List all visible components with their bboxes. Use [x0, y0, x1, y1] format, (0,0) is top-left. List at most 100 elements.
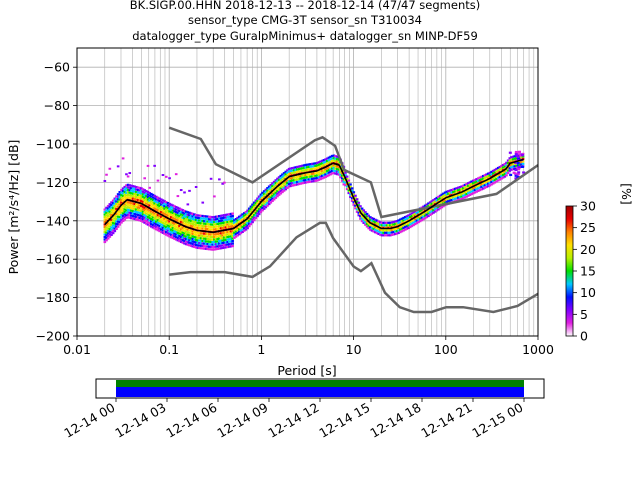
- density-cell: [208, 235, 211, 238]
- density-cell: [211, 248, 215, 251]
- density-cell: [337, 166, 341, 169]
- density-cell: [179, 213, 183, 216]
- density-cell: [201, 201, 205, 204]
- density-cell: [231, 229, 234, 233]
- y-tick-label: −180: [36, 290, 70, 305]
- density-cell: [380, 229, 384, 232]
- density-cell: [131, 212, 135, 215]
- density-cell: [329, 165, 332, 168]
- density-cell: [214, 245, 218, 248]
- density-cell: [496, 174, 500, 177]
- density-cell: [140, 192, 143, 195]
- density-cell: [252, 216, 256, 219]
- density-cell: [209, 245, 213, 249]
- density-cell: [118, 220, 122, 224]
- density-cell: [281, 173, 284, 176]
- density-cell: [218, 217, 221, 220]
- density-cell: [467, 184, 470, 187]
- density-cell: [206, 232, 210, 236]
- x-ticks: 0.01 0.1 1 10 100 1000: [63, 336, 554, 357]
- density-cell: [398, 221, 402, 224]
- density-cell: [518, 156, 522, 159]
- density-cell: [121, 207, 125, 210]
- density-cell: [105, 239, 108, 242]
- density-cell: [239, 224, 243, 227]
- density-cell: [385, 231, 389, 234]
- density-cell: [327, 156, 331, 159]
- density-cell: [138, 191, 142, 195]
- density-cell: [237, 215, 241, 218]
- density-cell: [372, 227, 376, 231]
- density-cell: [485, 173, 488, 176]
- density-cell: [483, 184, 487, 187]
- density-cell: [218, 242, 221, 245]
- density-cell: [360, 210, 364, 213]
- density-cell: [133, 217, 137, 221]
- density-cell: [194, 218, 198, 222]
- density-cell: [327, 171, 331, 174]
- density-cell: [440, 206, 444, 209]
- density-cell: [196, 239, 200, 242]
- density-cell: [284, 180, 288, 183]
- density-cell: [159, 220, 163, 224]
- density-cell: [483, 174, 487, 177]
- density-cell: [233, 229, 236, 232]
- density-cell: [433, 207, 437, 211]
- density-cell: [480, 185, 483, 188]
- density-cell: [150, 205, 153, 208]
- density-cell: [267, 185, 271, 188]
- density-cell: [161, 229, 165, 232]
- density-cell: [398, 228, 402, 231]
- density-cell: [445, 198, 449, 201]
- density-cell: [291, 184, 294, 187]
- density-cell: [355, 210, 359, 213]
- density-cell: [234, 223, 238, 226]
- density-cell: [138, 214, 142, 217]
- density-cell: [186, 218, 190, 221]
- density-cell: [319, 177, 322, 181]
- density-cell: [159, 218, 163, 221]
- density-cell: [196, 246, 200, 249]
- density-cell: [485, 185, 488, 189]
- density-cell: [183, 212, 186, 215]
- density-cell: [229, 245, 233, 248]
- density-cell: [375, 222, 379, 225]
- density-cell: [327, 161, 331, 164]
- density-cell: [199, 239, 203, 242]
- density-cell: [171, 221, 175, 225]
- density-cell: [198, 239, 201, 242]
- density-cell: [131, 185, 135, 188]
- density-cell: [231, 217, 234, 220]
- density-cell: [350, 199, 354, 202]
- density-cell: [196, 216, 200, 220]
- density-cell: [384, 231, 387, 234]
- density-cell: [168, 215, 171, 218]
- density-cell: [249, 205, 253, 208]
- density-cell: [118, 215, 122, 219]
- density-cell: [495, 170, 498, 173]
- density-cell: [218, 232, 221, 235]
- density-cell: [189, 222, 193, 225]
- density-cell: [286, 181, 289, 184]
- density-cell: [224, 226, 228, 229]
- density-cell: [193, 233, 196, 236]
- density-cell: [133, 193, 137, 196]
- density-cell: [327, 166, 331, 169]
- density-cell: [412, 211, 415, 214]
- density-cell: [256, 212, 259, 215]
- density-cell: [314, 172, 317, 175]
- density-cell: [209, 225, 213, 229]
- density-cell: [186, 203, 190, 206]
- density-cell: [385, 229, 389, 232]
- density-cell: [133, 197, 137, 201]
- density-cell: [204, 235, 208, 238]
- density-cell: [291, 177, 294, 180]
- density-cell: [208, 220, 211, 223]
- density-cell: [108, 213, 112, 216]
- density-cell: [256, 202, 259, 205]
- density-cell: [163, 227, 166, 230]
- density-cell: [168, 210, 171, 213]
- density-cell: [395, 227, 399, 230]
- density-cell: [184, 223, 188, 226]
